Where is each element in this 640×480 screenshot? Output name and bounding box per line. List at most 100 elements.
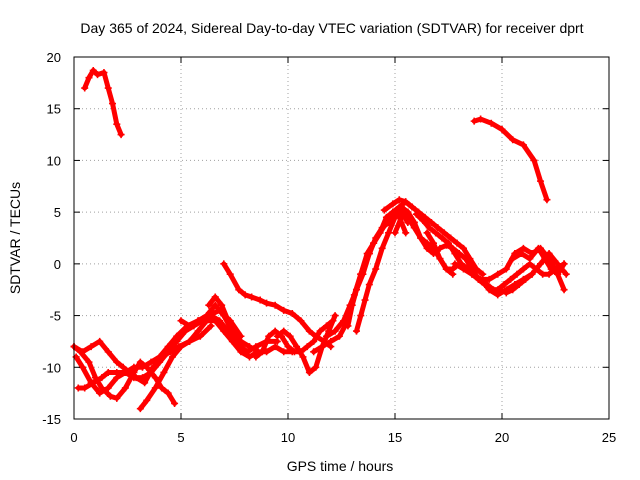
data-point bbox=[434, 224, 442, 232]
data-point bbox=[352, 327, 360, 335]
series-line bbox=[274, 313, 338, 375]
data-point bbox=[218, 301, 226, 309]
data-point bbox=[231, 332, 238, 340]
y-tick-label: 5 bbox=[54, 205, 61, 220]
series-line bbox=[510, 245, 567, 277]
data-point bbox=[554, 270, 562, 278]
y-tick-label: 20 bbox=[47, 50, 61, 65]
data-point bbox=[100, 69, 108, 77]
series-line bbox=[206, 294, 280, 355]
data-point bbox=[203, 312, 211, 320]
data-point bbox=[248, 293, 256, 301]
data-point bbox=[252, 343, 260, 351]
x-tick-label: 15 bbox=[388, 430, 402, 445]
series-line bbox=[354, 209, 411, 334]
data-point bbox=[98, 374, 106, 382]
data-point bbox=[113, 120, 121, 128]
data-point bbox=[89, 66, 97, 74]
data-point bbox=[547, 265, 555, 273]
series-track-23 bbox=[477, 250, 570, 299]
data-point bbox=[290, 348, 298, 356]
data-point bbox=[143, 363, 151, 371]
data-point bbox=[526, 255, 534, 263]
data-point bbox=[160, 368, 168, 376]
data-point bbox=[271, 343, 279, 351]
data-point bbox=[451, 260, 459, 268]
data-point bbox=[560, 260, 568, 268]
data-point bbox=[562, 270, 570, 278]
data-point bbox=[348, 301, 356, 309]
data-point bbox=[357, 312, 365, 320]
data-point bbox=[224, 317, 232, 325]
data-point bbox=[451, 250, 459, 258]
data-point bbox=[280, 327, 288, 335]
data-point bbox=[459, 265, 467, 273]
data-point bbox=[545, 270, 553, 278]
data-point bbox=[305, 368, 313, 376]
chart-title: Day 365 of 2024, Sidereal Day-to-day VTE… bbox=[80, 20, 583, 36]
data-point bbox=[449, 265, 457, 273]
data-point bbox=[442, 265, 450, 273]
data-point bbox=[517, 250, 525, 258]
data-point bbox=[299, 353, 307, 361]
data-point bbox=[543, 196, 551, 204]
data-point bbox=[494, 291, 502, 299]
data-point bbox=[402, 198, 410, 206]
data-point bbox=[423, 244, 431, 252]
data-point bbox=[391, 213, 399, 221]
data-point bbox=[511, 281, 519, 289]
tick-layer: 0 5 10 15 20 25 -15 -10 -5 0 5 10 15 20 bbox=[42, 50, 616, 445]
data-point bbox=[96, 389, 104, 397]
data-point bbox=[494, 270, 502, 278]
x-tick-label: 10 bbox=[281, 430, 295, 445]
series-track-24 bbox=[509, 244, 568, 278]
data-point bbox=[331, 312, 339, 320]
data-point bbox=[378, 244, 386, 252]
data-point bbox=[211, 317, 219, 325]
data-point bbox=[196, 332, 204, 340]
data-point bbox=[151, 374, 159, 382]
data-point bbox=[477, 115, 485, 123]
data-point bbox=[94, 71, 102, 79]
data-point bbox=[477, 275, 485, 283]
data-point bbox=[440, 229, 448, 237]
data-point bbox=[327, 337, 335, 345]
data-point bbox=[519, 141, 527, 149]
data-point bbox=[119, 363, 127, 371]
data-point bbox=[519, 275, 527, 283]
data-point bbox=[271, 301, 279, 309]
data-point bbox=[104, 348, 112, 356]
data-point bbox=[352, 286, 360, 294]
data-point bbox=[445, 239, 452, 247]
data-point bbox=[423, 229, 431, 237]
data-point bbox=[397, 213, 405, 221]
data-point bbox=[361, 296, 369, 304]
data-point bbox=[509, 136, 517, 144]
y-tick-label: -10 bbox=[42, 360, 61, 375]
data-point bbox=[226, 270, 234, 278]
data-point bbox=[297, 317, 305, 325]
data-point bbox=[96, 337, 104, 345]
data-point bbox=[502, 286, 510, 294]
data-point bbox=[74, 384, 82, 392]
data-point bbox=[382, 218, 390, 226]
data-point bbox=[335, 332, 343, 340]
data-point bbox=[126, 368, 134, 376]
data-point bbox=[106, 392, 114, 400]
data-point bbox=[121, 384, 129, 392]
data-point bbox=[186, 337, 194, 345]
series-layer bbox=[70, 66, 570, 413]
data-point bbox=[243, 348, 251, 356]
data-point bbox=[166, 348, 174, 356]
data-point bbox=[303, 343, 311, 351]
data-point bbox=[370, 239, 378, 247]
data-point bbox=[498, 125, 506, 133]
data-point bbox=[519, 265, 527, 273]
x-axis-label: GPS time / hours bbox=[287, 458, 394, 474]
data-point bbox=[87, 343, 95, 351]
data-point bbox=[171, 399, 179, 407]
data-point bbox=[537, 260, 545, 268]
data-point bbox=[194, 327, 202, 335]
data-point bbox=[273, 332, 281, 340]
data-point bbox=[312, 363, 320, 371]
